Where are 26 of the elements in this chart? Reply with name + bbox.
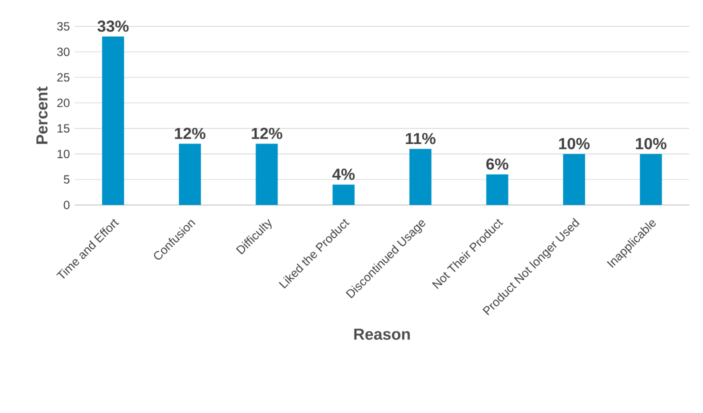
bar [256,144,278,205]
y-tick-label: 20 [57,98,70,108]
data-label: 10% [636,138,666,150]
bar [178,144,201,205]
y-tick-label: 5 [64,175,70,184]
y-tick-label: 25 [57,73,70,82]
bar [102,36,124,205]
bar [563,154,586,205]
bar [409,148,432,205]
y-tick-label: 30 [57,48,70,56]
data-label: 4% [332,168,355,180]
y-axis-title: Percent [36,86,48,144]
y-tick-label: 10 [58,150,70,158]
y-tick-label: 35 [57,22,70,31]
data-label: 6% [486,158,508,170]
data-label: 12% [252,128,282,140]
x-axis-title: Reason [354,328,410,340]
data-label: 11% [406,132,436,144]
data-label: 10% [559,138,590,150]
data-label: 12% [174,128,206,140]
y-tick-label: 15 [58,124,70,133]
bar [640,154,662,205]
y-tick-label: 0 [64,200,70,210]
data-label: 33% [98,20,129,32]
bar [332,184,355,205]
bar [486,174,508,205]
